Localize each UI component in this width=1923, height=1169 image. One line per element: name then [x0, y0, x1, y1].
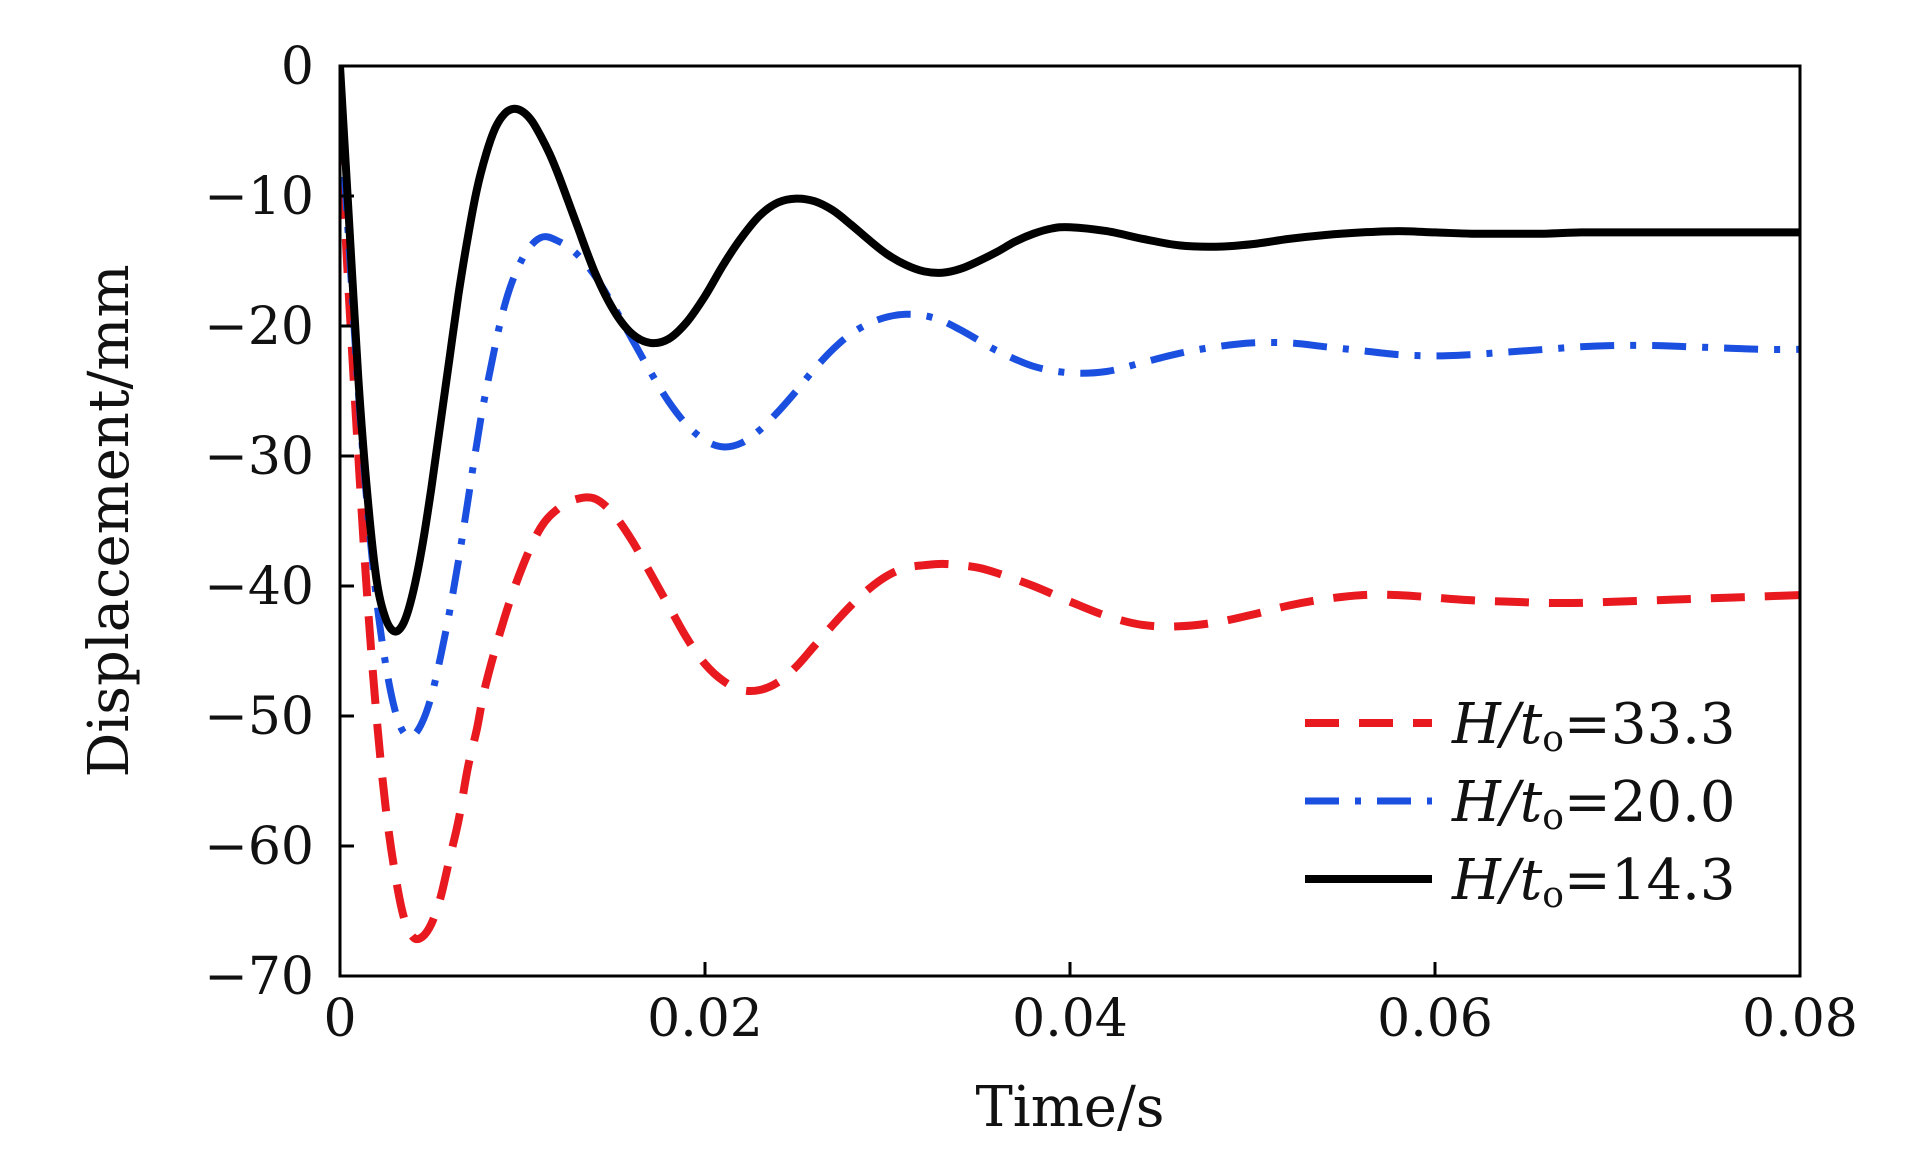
x-tick-label: 0.04	[1012, 989, 1128, 1049]
y-axis-title: Displacement/mm	[77, 264, 142, 777]
series-line-3	[340, 66, 1800, 636]
y-tick-label: −40	[204, 557, 314, 617]
legend-subscript: o	[1542, 797, 1564, 838]
series-line-1	[340, 130, 1800, 944]
x-axis-title: Time/s	[975, 1075, 1164, 1140]
legend: H/to=33.3H/to=20.0H/to=14.3	[1305, 692, 1736, 916]
series-line-2	[340, 104, 1800, 741]
legend-label-3: H/to=14.3	[1451, 848, 1736, 916]
y-tick-label: −20	[204, 297, 314, 357]
legend-subscript: o	[1542, 719, 1564, 760]
y-axis-ticks: 0 −10 −20 −30 −40 −50 −60 −70	[204, 37, 354, 1007]
y-tick-label: −10	[204, 167, 314, 227]
y-tick-label: −60	[204, 817, 314, 877]
y-tick-label: −50	[204, 687, 314, 747]
x-tick-label: 0.06	[1377, 989, 1493, 1049]
legend-var: H/t	[1451, 848, 1543, 913]
legend-var: H/t	[1451, 692, 1543, 757]
x-tick-label: 0	[323, 989, 356, 1049]
x-axis-ticks: 0 0.02 0.04 0.06 0.08	[323, 962, 1858, 1049]
legend-value: =20.0	[1564, 770, 1736, 835]
x-tick-label: 0.02	[647, 989, 763, 1049]
y-tick-label: 0	[281, 37, 314, 97]
legend-var: H/t	[1451, 770, 1543, 835]
legend-label-1: H/to=33.3	[1451, 692, 1736, 760]
x-tick-label: 0.08	[1742, 989, 1858, 1049]
y-tick-label: −70	[204, 947, 314, 1007]
series-layer	[340, 66, 1800, 944]
y-tick-label: −30	[204, 427, 314, 487]
legend-label-2: H/to=20.0	[1451, 770, 1736, 838]
legend-subscript: o	[1542, 875, 1564, 916]
legend-value: =14.3	[1564, 848, 1736, 913]
legend-value: =33.3	[1564, 692, 1736, 757]
